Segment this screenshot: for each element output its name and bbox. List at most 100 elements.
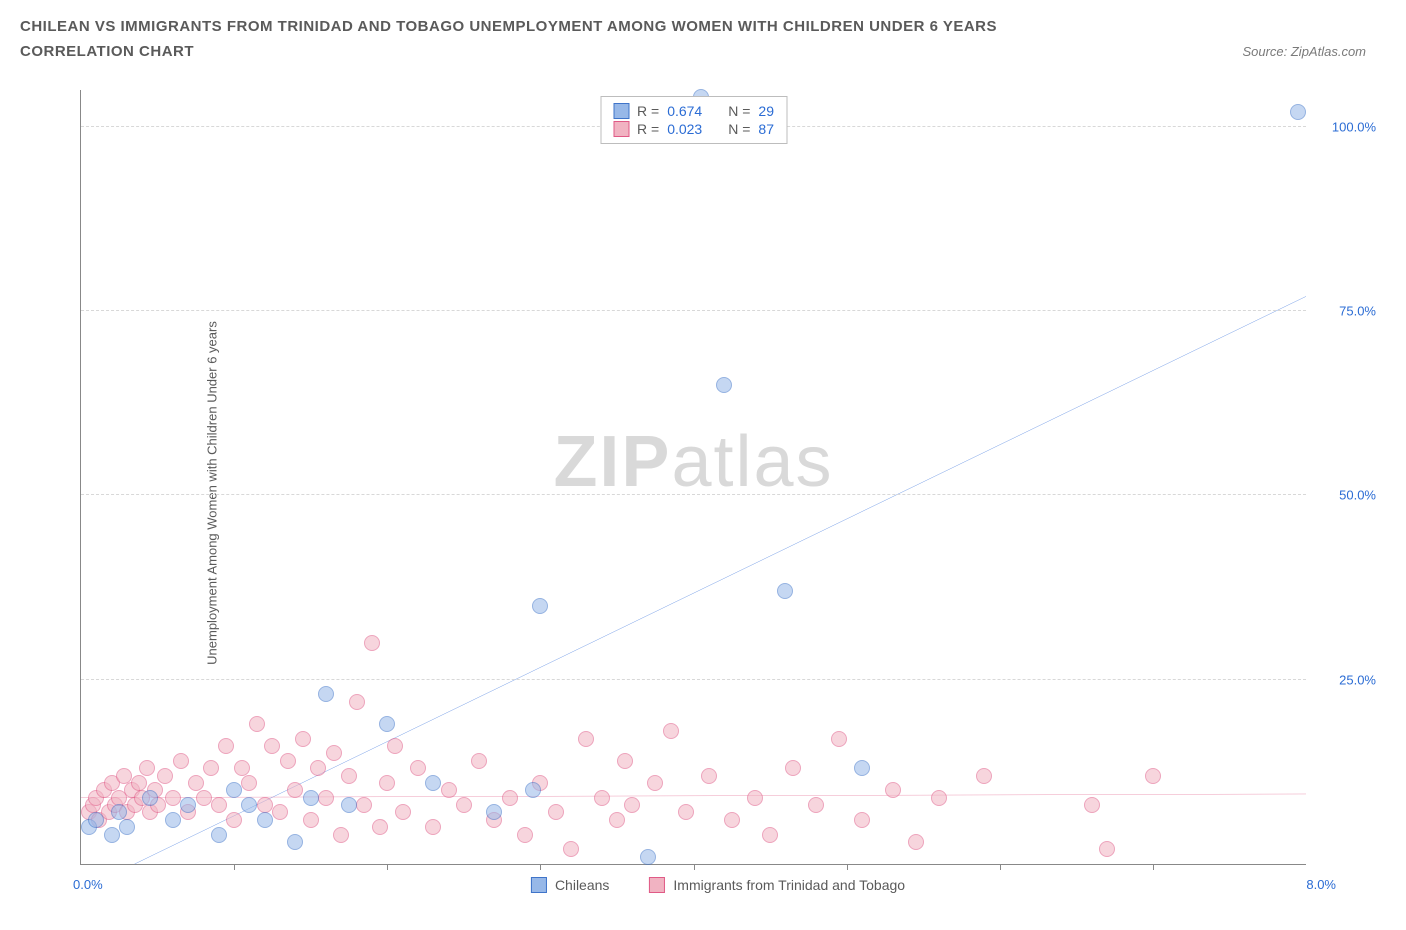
data-point	[1099, 841, 1115, 857]
watermark: ZIPatlas	[553, 421, 833, 503]
legend-item-chileans: Chileans	[531, 877, 609, 893]
data-point	[617, 753, 633, 769]
data-point	[287, 834, 303, 850]
data-point	[976, 768, 992, 784]
data-point	[364, 635, 380, 651]
data-point	[234, 760, 250, 776]
data-point	[762, 827, 778, 843]
data-point	[525, 782, 541, 798]
x-tick	[847, 864, 848, 870]
data-point	[104, 827, 120, 843]
data-point	[165, 790, 181, 806]
data-point	[196, 790, 212, 806]
x-tick	[540, 864, 541, 870]
x-tick	[1153, 864, 1154, 870]
data-point	[139, 760, 155, 776]
data-point	[395, 804, 411, 820]
data-point	[333, 827, 349, 843]
r-label: R =	[637, 103, 659, 119]
x-axis-min-label: 0.0%	[73, 877, 103, 892]
chart-title: CHILEAN VS IMMIGRANTS FROM TRINIDAD AND …	[20, 18, 1386, 35]
data-point	[356, 797, 372, 813]
n-value-trinidad: 87	[758, 121, 774, 137]
data-point	[111, 804, 127, 820]
source-label: Source: ZipAtlas.com	[1242, 44, 1386, 59]
data-point	[548, 804, 564, 820]
data-point	[264, 738, 280, 754]
data-point	[341, 797, 357, 813]
data-point	[119, 819, 135, 835]
x-tick	[1000, 864, 1001, 870]
data-point	[131, 775, 147, 791]
data-point	[349, 694, 365, 710]
data-point	[854, 760, 870, 776]
x-tick	[234, 864, 235, 870]
data-point	[831, 731, 847, 747]
data-point	[157, 768, 173, 784]
data-point	[425, 775, 441, 791]
legend-label-trinidad: Immigrants from Trinidad and Tobago	[673, 877, 905, 893]
r-value-trinidad: 0.023	[667, 121, 702, 137]
x-tick	[694, 864, 695, 870]
data-point	[188, 775, 204, 791]
data-point	[785, 760, 801, 776]
data-point	[272, 804, 288, 820]
data-point	[663, 723, 679, 739]
stats-row-chileans: R = 0.674 N = 29	[613, 103, 774, 119]
data-point	[341, 768, 357, 784]
data-point	[326, 745, 342, 761]
n-label: N =	[728, 121, 750, 137]
data-point	[777, 583, 793, 599]
data-point	[456, 797, 472, 813]
data-point	[287, 782, 303, 798]
data-point	[226, 812, 242, 828]
data-point	[295, 731, 311, 747]
data-point	[310, 760, 326, 776]
data-point	[218, 738, 234, 754]
data-point	[532, 598, 548, 614]
data-point	[441, 782, 457, 798]
legend-item-trinidad: Immigrants from Trinidad and Tobago	[649, 877, 905, 893]
gridline	[81, 679, 1306, 680]
data-point	[701, 768, 717, 784]
y-tick-label: 50.0%	[1339, 488, 1376, 503]
legend-swatch-chileans	[531, 877, 547, 893]
data-point	[303, 790, 319, 806]
data-point	[808, 797, 824, 813]
data-point	[116, 768, 132, 784]
data-point	[578, 731, 594, 747]
data-point	[372, 819, 388, 835]
data-point	[471, 753, 487, 769]
data-point	[908, 834, 924, 850]
data-point	[1084, 797, 1100, 813]
series-legend: Chileans Immigrants from Trinidad and To…	[531, 877, 905, 893]
gridline	[81, 494, 1306, 495]
data-point	[249, 716, 265, 732]
data-point	[486, 804, 502, 820]
data-point	[173, 753, 189, 769]
data-point	[647, 775, 663, 791]
data-point	[624, 797, 640, 813]
data-point	[180, 797, 196, 813]
x-axis-max-label: 8.0%	[1306, 877, 1336, 892]
data-point	[854, 812, 870, 828]
data-point	[211, 827, 227, 843]
y-tick-label: 25.0%	[1339, 672, 1376, 687]
data-point	[885, 782, 901, 798]
r-value-chileans: 0.674	[667, 103, 702, 119]
legend-label-chileans: Chileans	[555, 877, 609, 893]
r-label: R =	[637, 121, 659, 137]
chart-subtitle: CORRELATION CHART	[20, 43, 194, 60]
gridline	[81, 310, 1306, 311]
data-point	[1145, 768, 1161, 784]
data-point	[241, 775, 257, 791]
stats-row-trinidad: R = 0.023 N = 87	[613, 121, 774, 137]
data-point	[747, 790, 763, 806]
y-tick-label: 75.0%	[1339, 304, 1376, 319]
n-label: N =	[728, 103, 750, 119]
data-point	[318, 790, 334, 806]
data-point	[678, 804, 694, 820]
n-value-chileans: 29	[758, 103, 774, 119]
data-point	[517, 827, 533, 843]
data-point	[241, 797, 257, 813]
